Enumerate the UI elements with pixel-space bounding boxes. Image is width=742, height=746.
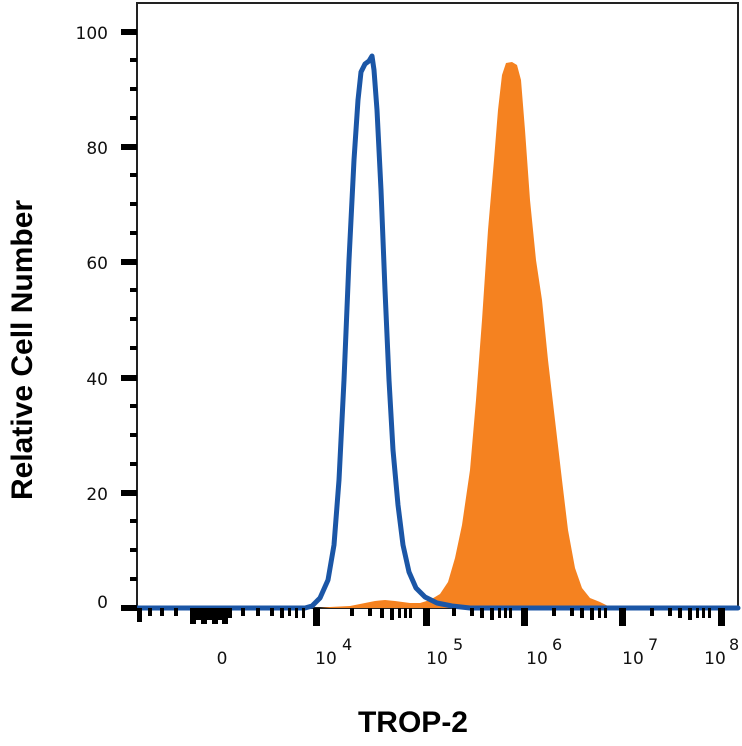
x-tick-1e4-base: 10 [315, 649, 337, 669]
x-tick-1e6-base: 10 [526, 649, 548, 669]
x-tick-1e5-exp: 5 [453, 635, 463, 654]
y-tick-100: 100 [76, 24, 108, 44]
plot-area [136, 2, 739, 609]
y-tick-40: 40 [86, 370, 108, 390]
x-tick-0: 0 [217, 649, 228, 669]
y-axis [121, 29, 137, 611]
x-tick-labels: 0 10 4 10 5 10 6 10 7 10 8 [217, 635, 740, 669]
x-tick-1e8-base: 10 [704, 649, 726, 669]
x-tick-1e8-exp: 8 [729, 635, 739, 654]
y-tick-80: 80 [86, 139, 108, 159]
x-tick-1e7-exp: 7 [648, 635, 658, 654]
x-tick-1e5-base: 10 [426, 649, 448, 669]
y-tick-0: 0 [97, 593, 108, 613]
y-tick-labels: 100 80 60 40 20 0 [76, 24, 108, 613]
y-tick-20: 20 [86, 485, 108, 505]
x-tick-1e7-base: 10 [622, 649, 644, 669]
y-tick-60: 60 [86, 254, 108, 274]
x-tick-1e6-exp: 6 [552, 635, 562, 654]
x-tick-1e4-exp: 4 [342, 635, 352, 654]
series-trop2-filled [320, 62, 612, 608]
x-axis-title: TROP-2 [358, 706, 468, 739]
x-axis [137, 608, 725, 626]
series-isotype-outline [134, 53, 741, 611]
y-axis-title: Relative Cell Number [6, 200, 39, 500]
